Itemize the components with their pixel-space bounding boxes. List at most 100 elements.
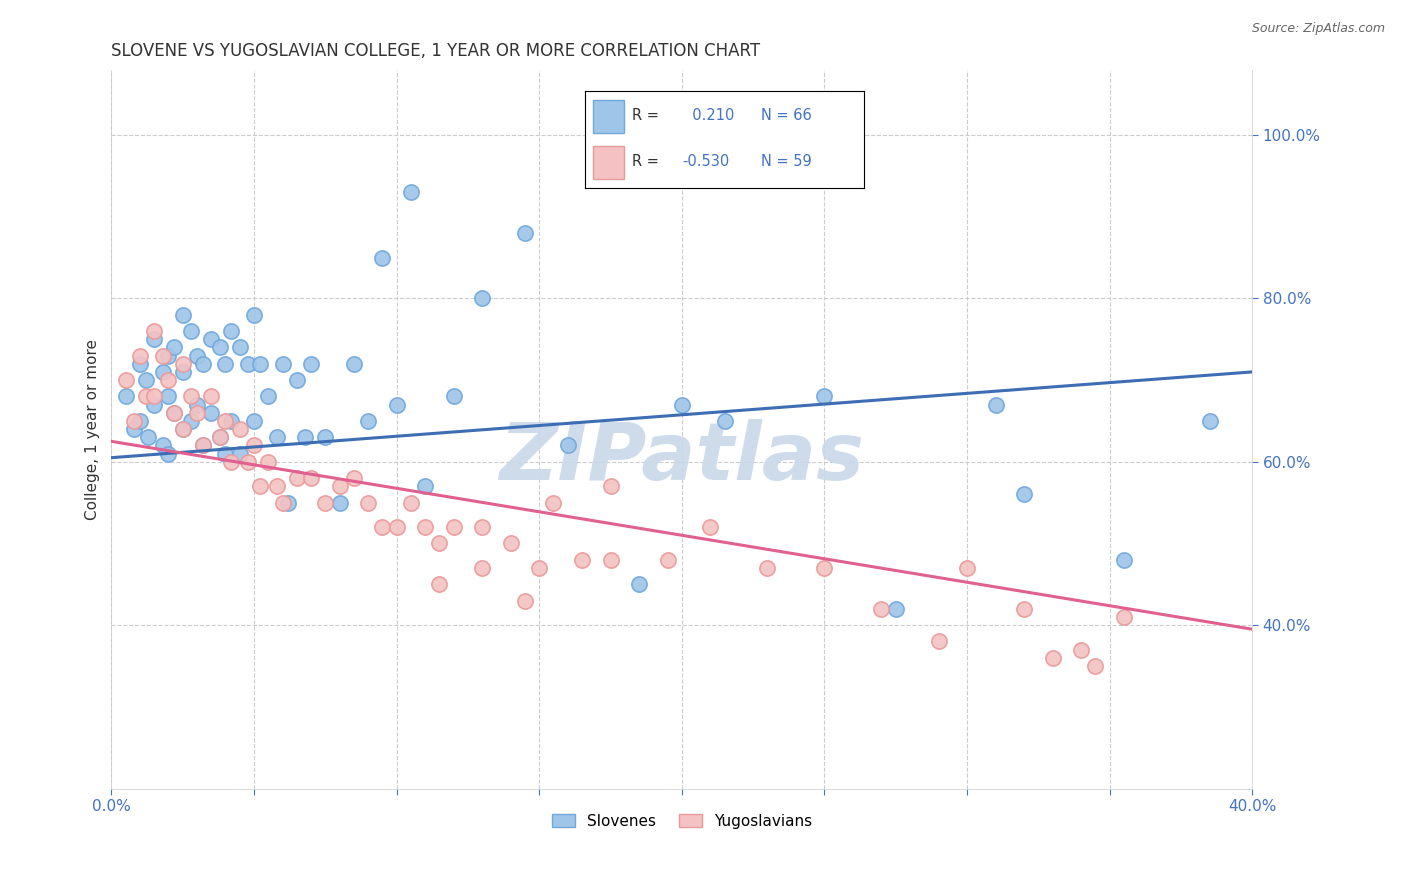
Slovenes <box>271 357 294 371</box>
Yugoslavians <box>219 455 242 469</box>
Yugoslavians <box>172 422 194 436</box>
Yugoslavians <box>1012 602 1035 616</box>
Yugoslavians <box>699 520 721 534</box>
Slovenes <box>1012 487 1035 501</box>
Yugoslavians <box>571 553 593 567</box>
Yugoslavians <box>371 520 394 534</box>
Yugoslavians <box>114 373 136 387</box>
Slovenes <box>135 373 157 387</box>
Slovenes <box>180 324 202 338</box>
Slovenes <box>984 398 1007 412</box>
Yugoslavians <box>1070 642 1092 657</box>
Yugoslavians <box>499 536 522 550</box>
Slovenes <box>671 398 693 412</box>
Slovenes <box>299 357 322 371</box>
Slovenes <box>163 340 186 354</box>
Slovenes <box>152 365 174 379</box>
Yugoslavians <box>343 471 366 485</box>
Yugoslavians <box>243 438 266 452</box>
Yugoslavians <box>429 577 451 591</box>
Slovenes <box>172 308 194 322</box>
Slovenes <box>285 373 308 387</box>
Yugoslavians <box>152 349 174 363</box>
Yugoslavians <box>299 471 322 485</box>
Yugoslavians <box>229 422 252 436</box>
Yugoslavians <box>529 561 551 575</box>
Yugoslavians <box>249 479 271 493</box>
Yugoslavians <box>1042 650 1064 665</box>
Yugoslavians <box>471 520 494 534</box>
Yugoslavians <box>471 561 494 575</box>
Slovenes <box>513 226 536 240</box>
Yugoslavians <box>599 553 621 567</box>
Slovenes <box>229 447 252 461</box>
Yugoslavians <box>180 389 202 403</box>
Slovenes <box>1112 553 1135 567</box>
Slovenes <box>1198 414 1220 428</box>
Yugoslavians <box>191 438 214 452</box>
Slovenes <box>243 308 266 322</box>
Yugoslavians <box>143 389 166 403</box>
Slovenes <box>357 414 380 428</box>
Slovenes <box>371 251 394 265</box>
Slovenes <box>129 414 152 428</box>
Slovenes <box>214 357 236 371</box>
Yugoslavians <box>214 414 236 428</box>
Slovenes <box>122 422 145 436</box>
Slovenes <box>713 414 735 428</box>
Yugoslavians <box>122 414 145 428</box>
Slovenes <box>157 447 180 461</box>
Slovenes <box>208 340 231 354</box>
Legend: Slovenes, Yugoslavians: Slovenes, Yugoslavians <box>546 807 818 835</box>
Slovenes <box>200 332 222 346</box>
Slovenes <box>385 398 408 412</box>
Slovenes <box>399 185 422 199</box>
Yugoslavians <box>513 593 536 607</box>
Yugoslavians <box>157 373 180 387</box>
Slovenes <box>143 398 166 412</box>
Slovenes <box>191 438 214 452</box>
Slovenes <box>129 357 152 371</box>
Slovenes <box>294 430 316 444</box>
Yugoslavians <box>956 561 979 575</box>
Yugoslavians <box>186 406 208 420</box>
Yugoslavians <box>271 495 294 509</box>
Yugoslavians <box>870 602 893 616</box>
Text: ZIPatlas: ZIPatlas <box>499 419 865 497</box>
Slovenes <box>219 414 242 428</box>
Slovenes <box>266 430 288 444</box>
Yugoslavians <box>163 406 186 420</box>
Yugoslavians <box>200 389 222 403</box>
Slovenes <box>277 495 299 509</box>
Yugoslavians <box>238 455 260 469</box>
Slovenes <box>249 357 271 371</box>
Yugoslavians <box>429 536 451 550</box>
Yugoslavians <box>756 561 779 575</box>
Slovenes <box>143 332 166 346</box>
Slovenes <box>152 438 174 452</box>
Slovenes <box>214 447 236 461</box>
Yugoslavians <box>143 324 166 338</box>
Yugoslavians <box>129 349 152 363</box>
Yugoslavians <box>443 520 465 534</box>
Yugoslavians <box>329 479 352 493</box>
Slovenes <box>229 340 252 354</box>
Y-axis label: College, 1 year or more: College, 1 year or more <box>86 339 100 519</box>
Slovenes <box>471 292 494 306</box>
Yugoslavians <box>413 520 436 534</box>
Slovenes <box>557 438 579 452</box>
Slovenes <box>813 389 835 403</box>
Slovenes <box>157 349 180 363</box>
Slovenes <box>238 357 260 371</box>
Slovenes <box>186 349 208 363</box>
Slovenes <box>219 324 242 338</box>
Text: SLOVENE VS YUGOSLAVIAN COLLEGE, 1 YEAR OR MORE CORRELATION CHART: SLOVENE VS YUGOSLAVIAN COLLEGE, 1 YEAR O… <box>111 42 761 60</box>
Yugoslavians <box>657 553 679 567</box>
Yugoslavians <box>285 471 308 485</box>
Yugoslavians <box>399 495 422 509</box>
Slovenes <box>628 577 651 591</box>
Slovenes <box>180 414 202 428</box>
Slovenes <box>884 602 907 616</box>
Yugoslavians <box>266 479 288 493</box>
Yugoslavians <box>928 634 950 648</box>
